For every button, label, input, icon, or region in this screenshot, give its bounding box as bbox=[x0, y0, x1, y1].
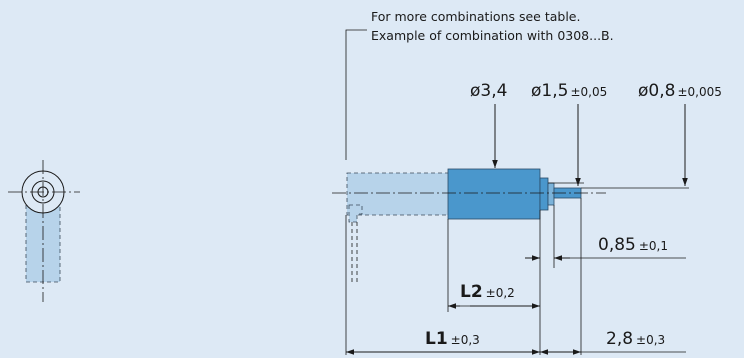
motor-body bbox=[447, 168, 541, 220]
end-view bbox=[8, 160, 80, 302]
bearing-collar bbox=[547, 182, 555, 206]
diameter-1-label: ø3,4 bbox=[470, 81, 507, 101]
side-view bbox=[332, 168, 606, 285]
l2-label: L2 ±0,2 bbox=[460, 282, 515, 302]
dim-b-label: 2,8 ±0,3 bbox=[606, 329, 665, 349]
diameter-2-label: ø1,5 ±0,05 bbox=[531, 81, 607, 101]
length-dimensions: 0,85 ±0,1 L2 ±0,2 L1 ±0,3 2,8 ±0,3 bbox=[345, 198, 686, 355]
note-leader-line bbox=[345, 29, 367, 160]
note-line-1: For more combinations see table. bbox=[371, 9, 580, 24]
diameter-3-label: ø0,8 ±0,005 bbox=[638, 81, 722, 101]
ghost-housing bbox=[346, 172, 450, 216]
note: For more combinations see table. Example… bbox=[345, 9, 614, 160]
l1-label: L1 ±0,3 bbox=[425, 329, 480, 349]
note-line-2: Example of combination with 0308...B. bbox=[371, 28, 614, 43]
dim-a-label: 0,85 ±0,1 bbox=[598, 235, 668, 255]
ghost-bracket bbox=[348, 204, 363, 223]
motor-flange bbox=[539, 177, 549, 211]
diameter-dimensions: ø3,4 ø1,5 ±0,05 ø0,8 ±0,005 bbox=[470, 81, 722, 189]
